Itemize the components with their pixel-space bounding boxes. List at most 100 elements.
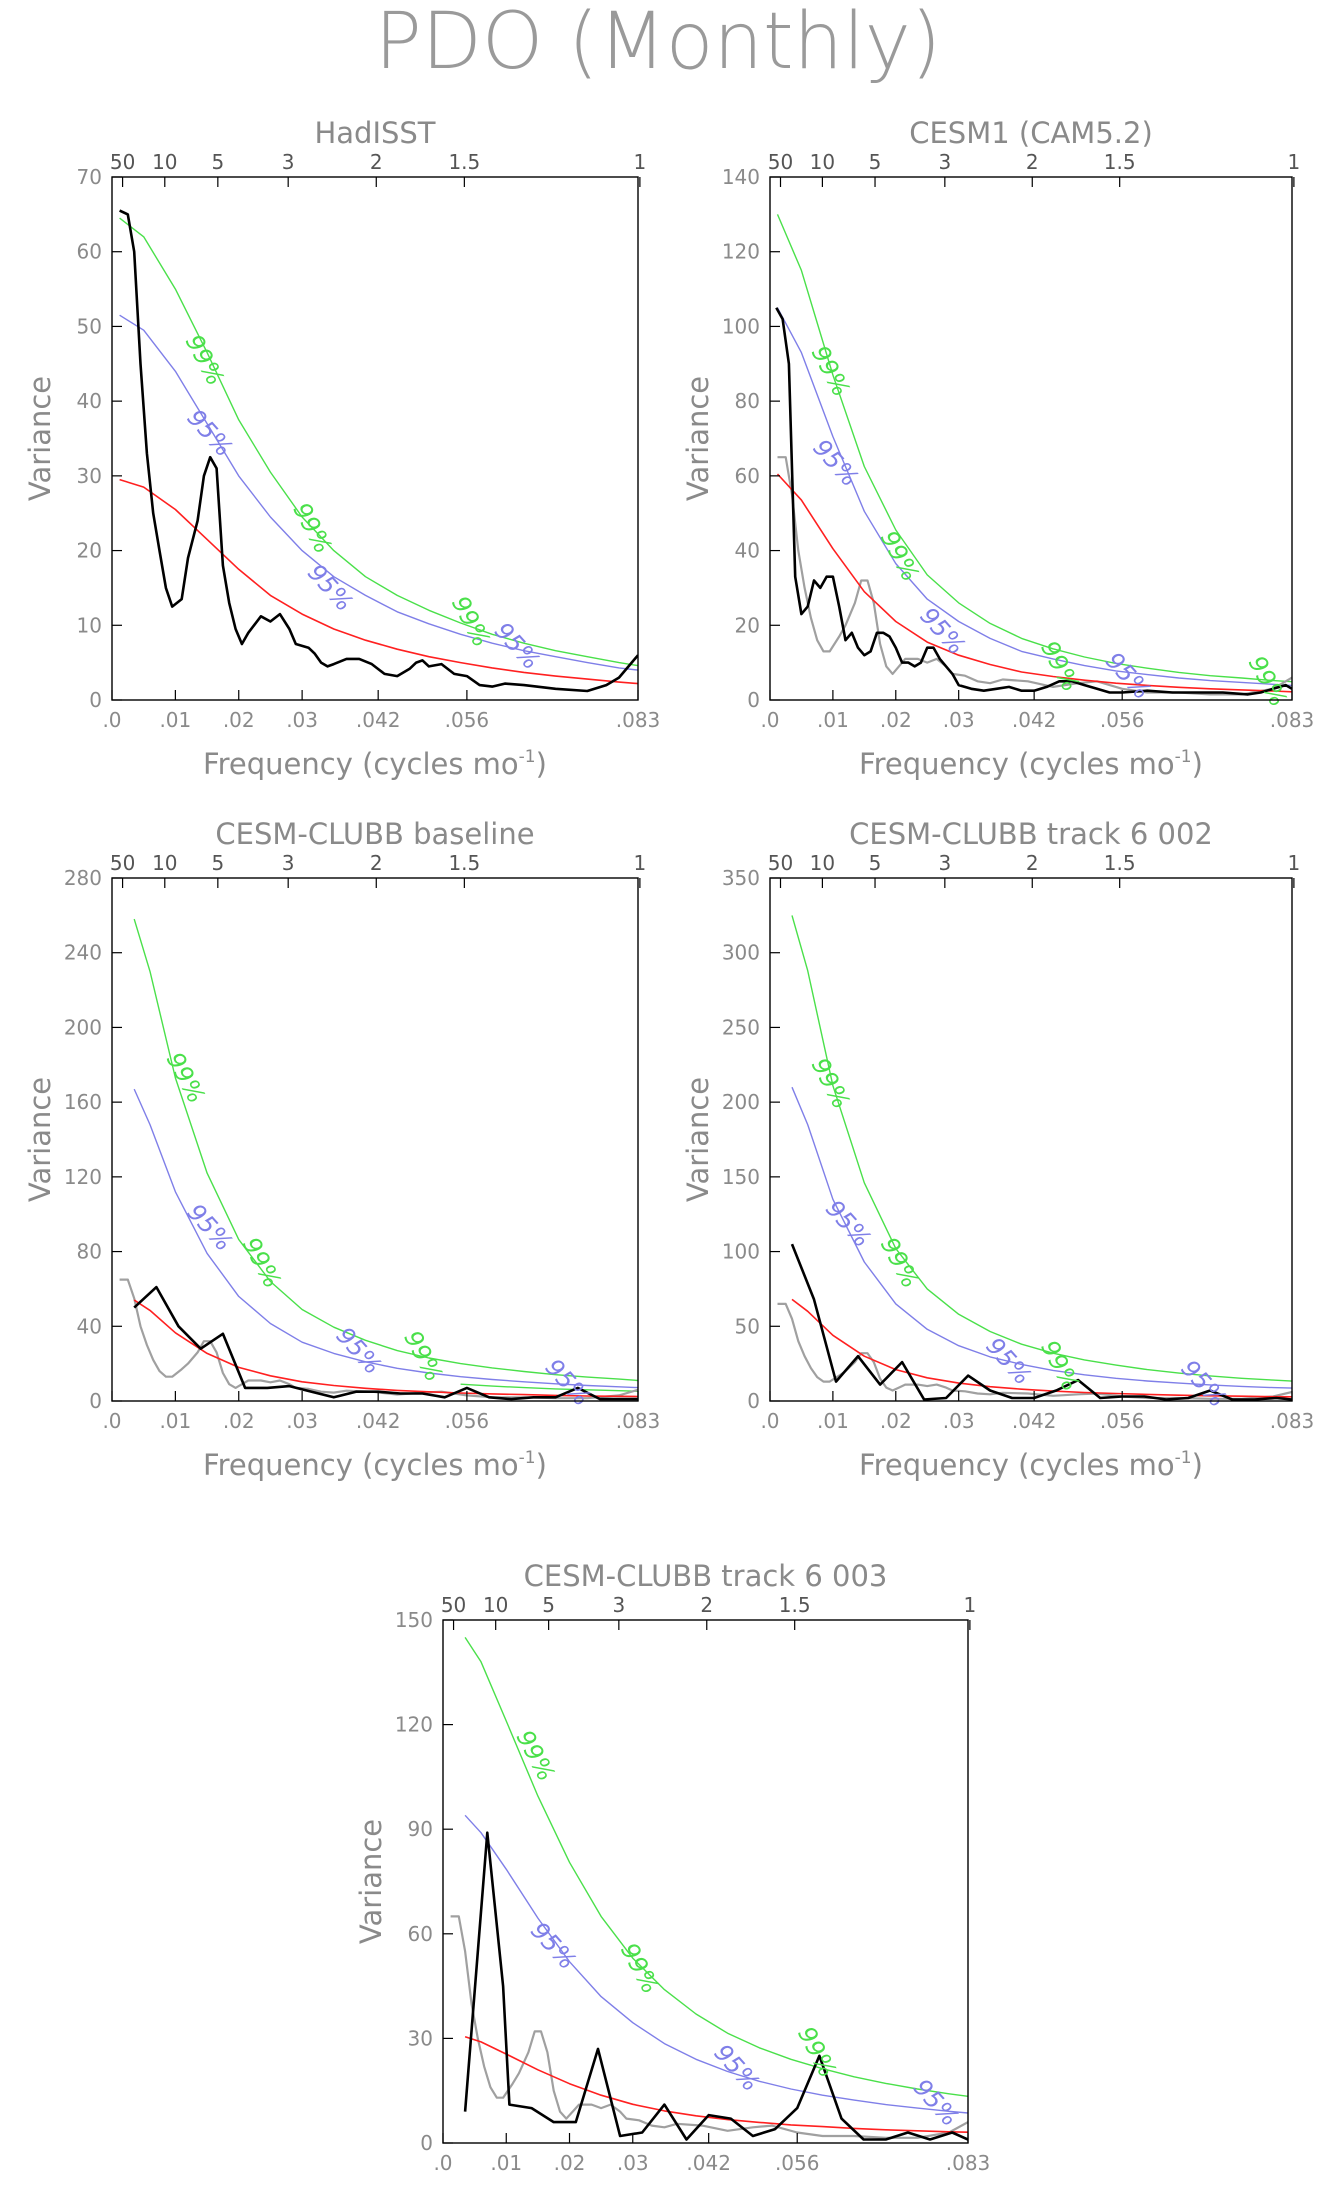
x-tick-label: .03 — [286, 708, 318, 732]
period-tick-label: 3 — [282, 150, 295, 174]
period-tick-label: 2 — [370, 150, 383, 174]
period-tick-label: 10 — [810, 150, 835, 174]
plot-frame — [111, 176, 639, 701]
x-axis-title-close: ) — [1192, 747, 1203, 781]
figure-title: PDO (Monthly) — [375, 0, 941, 87]
y-tick-label: 150 — [395, 1608, 433, 1632]
period-tick-label: 5 — [869, 150, 882, 174]
period-tick-label: 50 — [110, 150, 135, 174]
x-tick-label: .056 — [445, 708, 490, 732]
chart-panel-3: 99%95%99%95% 99% 95%04080120160200240280.0… — [23, 817, 660, 1482]
y-tick-label: 0 — [89, 1389, 102, 1413]
y-tick-label: 0 — [89, 688, 102, 712]
y-tick-label: 200 — [722, 1090, 760, 1114]
period-tick-label: 2 — [1026, 851, 1039, 875]
period-tick-label: 3 — [938, 150, 951, 174]
x-tick-label: .01 — [159, 1409, 191, 1433]
sig-label-95: 95% — [182, 404, 239, 462]
period-tick-label: 1.5 — [779, 1593, 811, 1617]
y-tick-label: 80 — [735, 389, 760, 413]
panel-title: HadISST — [314, 116, 435, 150]
series-sig99-line — [776, 214, 1292, 683]
y-axis-title: Variance — [354, 1819, 388, 1944]
period-tick-label: 5 — [542, 1593, 555, 1617]
series-spectrum-line — [119, 209, 638, 693]
sig-label-99: 99% — [511, 1726, 561, 1786]
sig-label-99: 99% — [875, 1233, 925, 1293]
y-tick-label: 150 — [722, 1165, 760, 1189]
series-sig99-line — [464, 1637, 968, 2097]
chart-panel-1: 99%95%99%95%99%95%010203040506070.0.01.0… — [23, 116, 660, 781]
y-tick-label: 30 — [408, 2026, 433, 2050]
panel-title: CESM-CLUBB baseline — [215, 817, 534, 851]
y-tick-label: 140 — [722, 165, 760, 189]
series-sig95-line — [464, 1814, 968, 2114]
x-tick-label: .0 — [102, 708, 121, 732]
x-tick-label: .056 — [445, 1409, 490, 1433]
series-sig95-line — [776, 307, 1292, 687]
x-tick-label: .02 — [880, 708, 912, 732]
y-tick-label: 160 — [64, 1090, 102, 1114]
x-tick-label: .056 — [1100, 1409, 1145, 1433]
y-tick-label: 80 — [77, 1240, 102, 1264]
x-axis-title-main: Frequency (cycles mo — [859, 1448, 1175, 1482]
x-tick-label: .042 — [356, 708, 401, 732]
chart-panel-5: 99%95% 99%95% 99%95%0306090120150.0.01.02.… — [354, 1559, 990, 2175]
y-tick-label: 0 — [747, 1389, 760, 1413]
x-tick-label: .0 — [760, 708, 779, 732]
y-tick-label: 100 — [722, 1240, 760, 1264]
series-sig99-line — [119, 217, 638, 667]
x-axis-title-close: ) — [536, 747, 547, 781]
sig-label-99: 99% — [615, 1938, 665, 1998]
y-tick-label: 30 — [77, 464, 102, 488]
plot-area — [777, 915, 1292, 1401]
series-sig95-line — [791, 1086, 1292, 1389]
plot-frame — [442, 1619, 969, 2144]
x-tick-label: .042 — [356, 1409, 401, 1433]
period-tick-label: 1.5 — [448, 851, 480, 875]
y-tick-label: 40 — [77, 1314, 102, 1338]
plot-area — [775, 214, 1292, 696]
sig-label-99: 99% — [287, 498, 337, 558]
period-tick-label: 5 — [211, 851, 224, 875]
y-tick-label: 0 — [747, 688, 760, 712]
x-axis-title: Frequency (cycles mo-1) — [859, 1448, 1203, 1482]
x-tick-label: .042 — [1012, 1409, 1057, 1433]
x-tick-label: .02 — [554, 2151, 586, 2175]
period-tick-label: 10 — [483, 1593, 508, 1617]
x-axis-title-main: Frequency (cycles mo — [859, 747, 1175, 781]
y-axis-title: Variance — [681, 1077, 715, 1202]
sig-label-95: 95% — [540, 1353, 597, 1411]
y-tick-label: 20 — [735, 613, 760, 637]
panel-title: CESM1 (CAM5.2) — [909, 116, 1153, 150]
period-tick-label: 1.5 — [1104, 150, 1136, 174]
period-tick-label: 1.5 — [1104, 851, 1136, 875]
y-tick-label: 280 — [64, 866, 102, 890]
sig-label-99: 99% — [398, 1326, 448, 1386]
series-sig99-line — [133, 918, 638, 1382]
y-tick-label: 40 — [735, 539, 760, 563]
period-tick-label: 1.5 — [448, 150, 480, 174]
sig-label-95: 95% — [182, 1198, 239, 1256]
period-tick-label: 1 — [1288, 851, 1301, 875]
period-tick-label: 2 — [1026, 150, 1039, 174]
y-tick-label: 70 — [77, 165, 102, 189]
x-axis-title-main: Frequency (cycles mo — [203, 747, 519, 781]
series-red-noise-line — [776, 473, 1292, 693]
series-red-noise-line — [791, 1298, 1292, 1398]
series-reference-line — [777, 1302, 1292, 1400]
series-red-noise-line — [119, 478, 638, 685]
y-tick-label: 250 — [722, 1015, 760, 1039]
sig-label-99: 99% — [806, 1053, 856, 1113]
plot-area — [119, 209, 638, 693]
x-tick-label: .01 — [817, 1409, 849, 1433]
x-tick-label: .01 — [159, 708, 191, 732]
x-tick-label: .02 — [223, 1409, 255, 1433]
sig-label-95: 95% — [980, 1332, 1037, 1390]
x-axis-title: Frequency (cycles mo-1) — [859, 747, 1203, 781]
y-tick-label: 20 — [77, 539, 102, 563]
period-tick-label: 3 — [282, 851, 295, 875]
period-tick-label: 5 — [869, 851, 882, 875]
series-sig99-line — [791, 915, 1292, 1382]
sig-label-99: 99% — [1035, 1336, 1085, 1396]
